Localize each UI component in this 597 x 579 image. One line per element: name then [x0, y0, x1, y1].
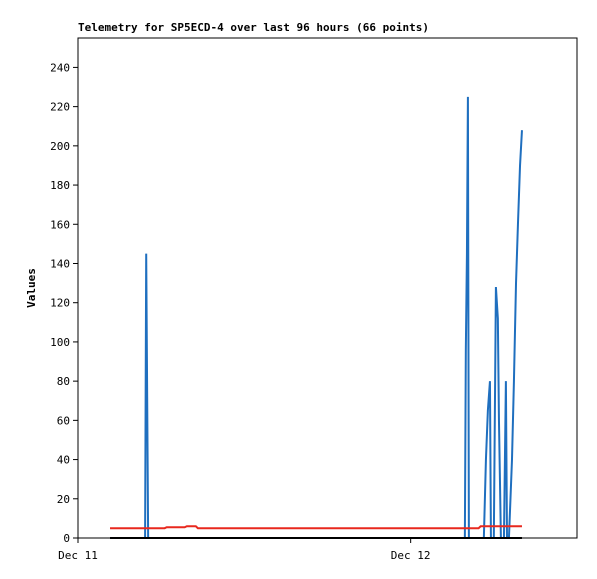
- y-tick-label: 100: [50, 336, 70, 349]
- y-tick-label: 240: [50, 61, 70, 74]
- y-tick-label: 120: [50, 297, 70, 310]
- series-line: [110, 525, 522, 530]
- y-tick-label: 140: [50, 257, 70, 270]
- y-tick-label: 40: [57, 454, 70, 467]
- x-tick-label: Dec 12: [391, 549, 431, 562]
- y-tick-label: 220: [50, 101, 70, 114]
- y-tick-label: 180: [50, 179, 70, 192]
- y-tick-label: 80: [57, 375, 70, 388]
- chart-title: Telemetry for SP5ECD-4 over last 96 hour…: [78, 21, 429, 34]
- y-tick-label: 60: [57, 414, 70, 427]
- series-line: [110, 96, 523, 539]
- y-tick-label: 160: [50, 218, 70, 231]
- y-axis-label: Values: [25, 268, 38, 308]
- y-tick-label: 200: [50, 140, 70, 153]
- y-tick-label: 20: [57, 493, 70, 506]
- plot-frame: [77, 37, 578, 539]
- x-tick-label: Dec 11: [58, 549, 98, 562]
- y-tick-label: 0: [63, 532, 70, 545]
